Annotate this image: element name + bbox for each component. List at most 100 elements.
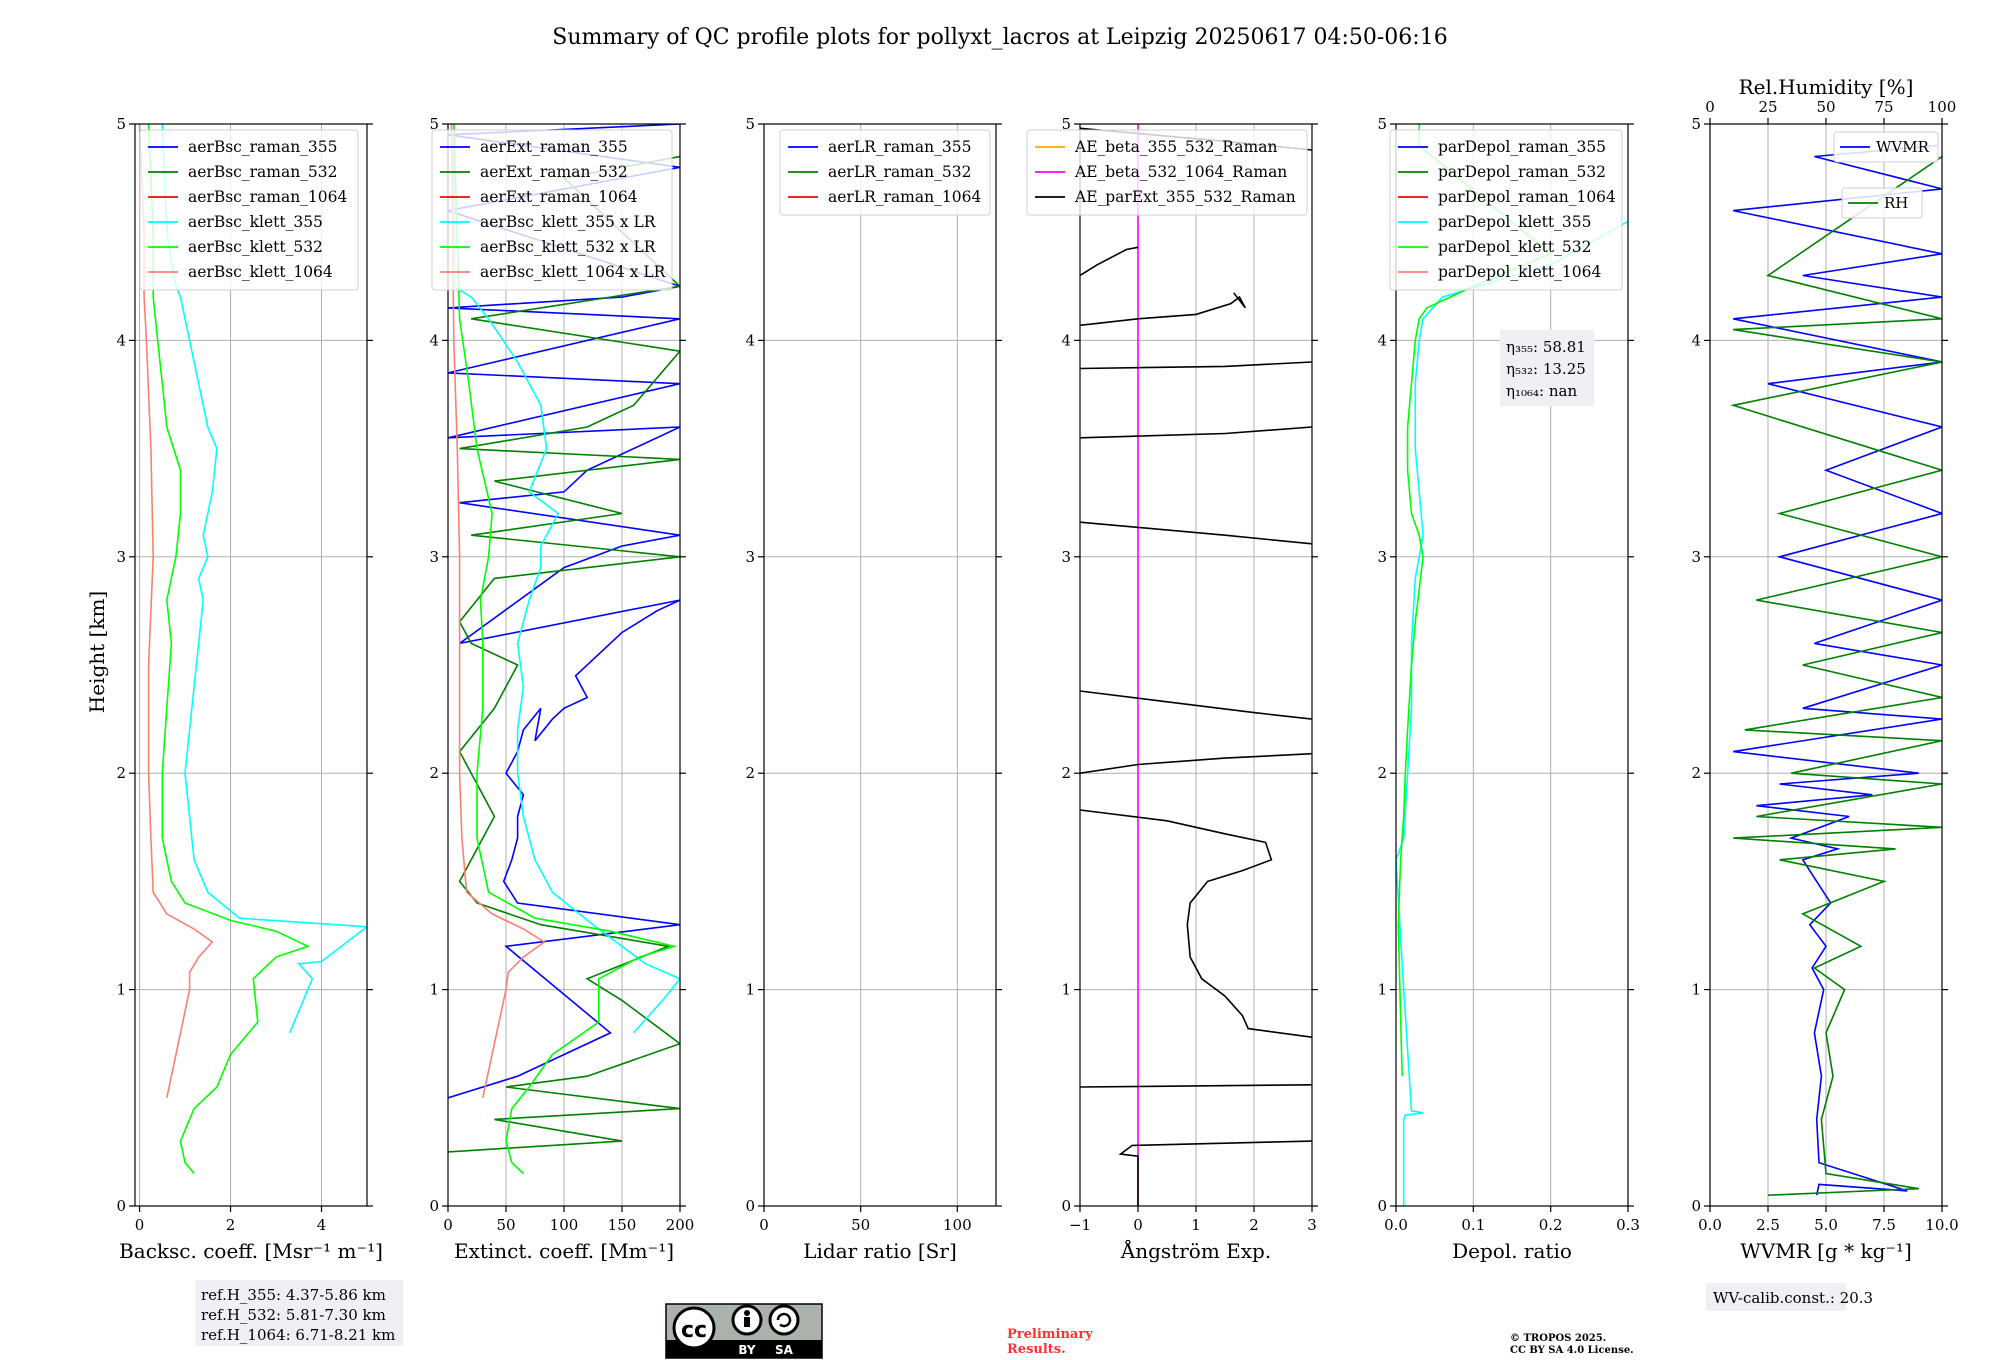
legend-label: parDepol_raman_1064: [1438, 188, 1616, 206]
x2-axis-label: Rel.Humidity [%]: [1739, 75, 1914, 99]
y-tick-label: 5: [1691, 115, 1701, 133]
legend-box: [1841, 187, 1923, 219]
ref-height-line-3: ref.H_1064: 6.71-8.21 km: [201, 1326, 395, 1344]
y-tick-label: 4: [116, 331, 126, 349]
y-tick-label: 1: [745, 981, 755, 999]
y-tick-label: 1: [1377, 981, 1387, 999]
x-tick-label: 0.2: [1539, 1216, 1563, 1234]
y-tick-label: 4: [429, 331, 439, 349]
legend-box: [779, 129, 991, 216]
legend-label: aerLR_raman_355: [828, 138, 971, 156]
series-line-AE_parExt_355_532_Raman: [1080, 809, 1312, 1038]
legend-label: parDepol_klett_1064: [1438, 263, 1601, 281]
legend-label: AE_parExt_355_532_Raman: [1074, 188, 1296, 206]
series-line-aerExt_raman_532: [448, 155, 680, 1153]
y-tick-label: 2: [745, 764, 755, 782]
x2-tick-label: 75: [1874, 98, 1893, 116]
panel-depol: 0 1 2 3 4 5 0.0 0.1 0.2 0.3 Depol. ratio parDepol_r…: [1377, 115, 1639, 1263]
y-tick-label: 5: [429, 115, 439, 133]
x-tick-label: 7.5: [1872, 1216, 1896, 1234]
y-tick-label: 0: [745, 1197, 755, 1215]
x-tick-label: 0.3: [1616, 1216, 1640, 1234]
series-group: [138, 124, 367, 1175]
preliminary-label-1: Preliminary: [1007, 1327, 1093, 1342]
panel-backscatter: 0 1 2 3 4 5 0 2 4 Backsc. coeff. [Msr⁻¹ m⁻¹] aerBs…: [116, 115, 382, 1263]
legend-label: aerBsc_klett_532: [188, 238, 323, 256]
x-tick-label: −1: [1069, 1216, 1091, 1234]
x-tick-label: 150: [608, 1216, 637, 1234]
y-tick-label: 2: [116, 764, 126, 782]
series-line-AE_parExt_355_532_Raman: [1080, 521, 1312, 545]
series-line-RH: [1730, 155, 1942, 1196]
x-tick-label: 50: [851, 1216, 870, 1234]
x-tick-label: 50: [496, 1216, 515, 1234]
y-tick-label: 5: [745, 115, 755, 133]
series-line-AE_parExt_355_532_Raman: [1080, 752, 1312, 774]
x-axis-label: Depol. ratio: [1452, 1239, 1572, 1263]
x-tick-label: 2: [1249, 1216, 1259, 1234]
x-tick-label: 3: [1307, 1216, 1317, 1234]
x-tick-label: 0: [759, 1216, 769, 1234]
legend-box: [1389, 129, 1623, 291]
x-tick-label: 0.1: [1461, 1216, 1485, 1234]
sa-share-icon: [768, 1304, 800, 1336]
ref-height-box: ref.H_355: 4.37-5.86 km ref.H_532: 5.81-…: [195, 1280, 403, 1346]
x-tick-label: 200: [666, 1216, 695, 1234]
x-axis-label: Backsc. coeff. [Msr⁻¹ m⁻¹]: [119, 1239, 383, 1263]
badge-by-label: BY: [738, 1343, 755, 1357]
y-tick-label: 0: [1061, 1197, 1071, 1215]
x-tick-label: 2.5: [1756, 1216, 1780, 1234]
x-axis-label: WVMR [g * kg⁻¹]: [1740, 1239, 1912, 1263]
legend-label: parDepol_raman_532: [1438, 163, 1606, 181]
x-tick-label: 4: [317, 1216, 327, 1234]
series-line-AE_parExt_355_532_Raman: [1080, 361, 1312, 370]
y-tick-label: 2: [429, 764, 439, 782]
y-tick-label: 0: [116, 1197, 126, 1215]
series-line-WVMR: [1733, 144, 1942, 1196]
legend-label: aerBsc_raman_532: [188, 163, 338, 181]
x-tick-label: 2: [226, 1216, 236, 1234]
axes-frame: [1395, 123, 1629, 1207]
series-line-parDepol_klett_355: [1396, 220, 1628, 1206]
legend-label: aerBsc_klett_1064 x LR: [480, 263, 667, 281]
series-line-parDepol_klett_532: [1397, 124, 1553, 1077]
y-tick-label: 5: [116, 115, 126, 133]
figure-title: Summary of QC profile plots for pollyxt_…: [552, 25, 1447, 50]
wv-calib-text: WV-calib.const.: 20.3: [1713, 1289, 1873, 1307]
legend-box: [1833, 131, 1939, 163]
series-line-AE_parExt_355_532_Raman: [1080, 246, 1139, 277]
y-tick-label: 5: [1061, 115, 1071, 133]
y-axis-label: Height [km]: [85, 591, 109, 713]
legend-label: aerExt_raman_532: [480, 163, 628, 181]
y-tick-label: 0: [1377, 1197, 1387, 1215]
y-tick-label: 1: [116, 981, 126, 999]
copyright-line-2: CC BY SA 4.0 License.: [1510, 1345, 1634, 1356]
wv-calib-box: WV-calib.const.: 20.3: [1706, 1283, 1873, 1311]
copyright-line-1: © TROPOS 2025.: [1510, 1333, 1606, 1344]
y-tick-label: 1: [1691, 981, 1701, 999]
legend-label: aerBsc_klett_355: [188, 213, 323, 231]
series-line-aerBsc_klett_532 x LR: [453, 124, 678, 1175]
x2-tick-label: 25: [1758, 98, 1777, 116]
y-tick-label: 5: [1377, 115, 1387, 133]
preliminary-label-2: Results.: [1007, 1342, 1066, 1357]
legend-label: aerLR_raman_532: [828, 163, 971, 181]
legend-label: aerBsc_klett_1064: [188, 263, 333, 281]
legend-label: aerExt_raman_355: [480, 138, 628, 156]
series-line-aerBsc_klett_355: [161, 124, 367, 1034]
series-line-aerBsc_klett_355 x LR: [452, 124, 680, 1034]
cc-license-badge: cc BY SA: [665, 1303, 823, 1359]
legend-label: aerBsc_raman_1064: [188, 188, 348, 206]
legend-label: parDepol_raman_355: [1438, 138, 1606, 156]
legend-label: aerBsc_klett_355 x LR: [480, 213, 657, 231]
legend-label: aerBsc_raman_355: [188, 138, 338, 156]
legend-label: aerLR_raman_1064: [828, 188, 981, 206]
series-line-aerExt_raman_355: [448, 124, 680, 1099]
y-tick-label: 3: [745, 548, 755, 566]
legend-label: AE_beta_355_532_Raman: [1074, 138, 1277, 156]
x-axis-label: Ångström Exp.: [1120, 1238, 1271, 1263]
series-group: [448, 124, 680, 1175]
